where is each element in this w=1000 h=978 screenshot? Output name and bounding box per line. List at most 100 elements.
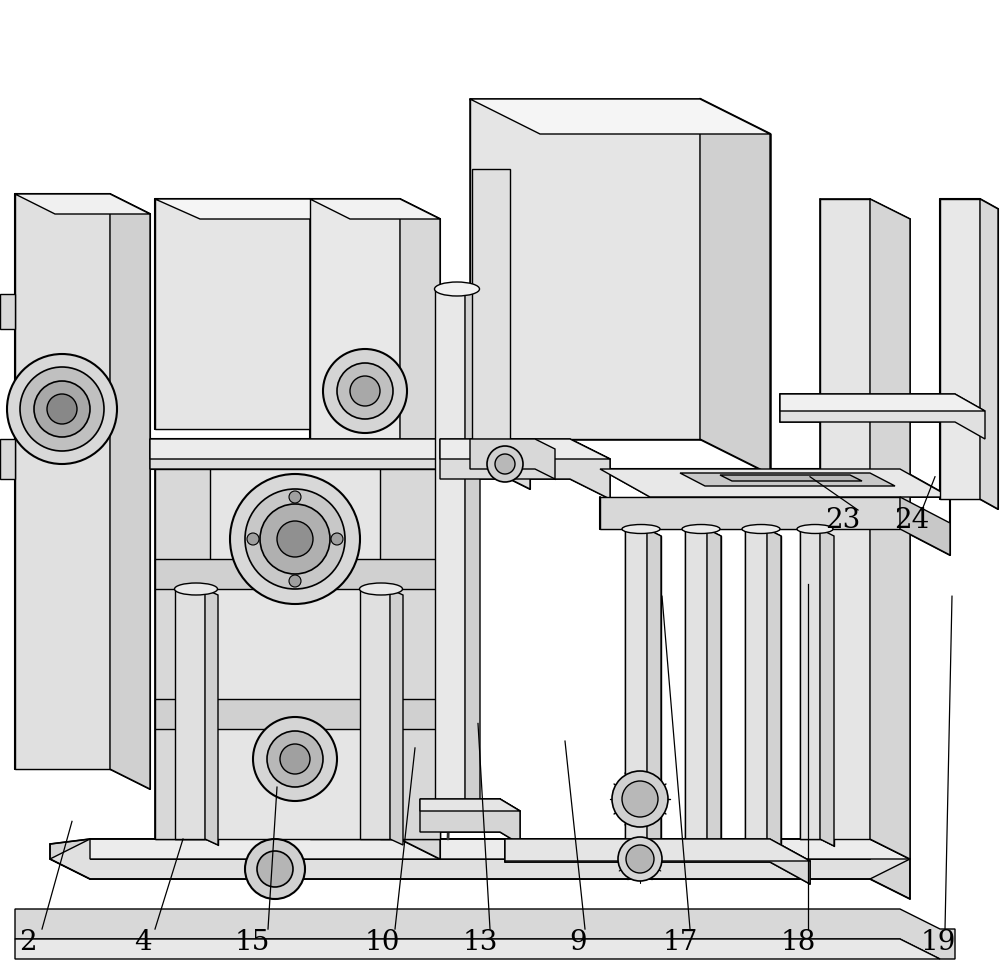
Circle shape <box>20 368 104 452</box>
Polygon shape <box>685 529 707 839</box>
Polygon shape <box>150 439 530 460</box>
Text: 17: 17 <box>662 928 698 956</box>
Polygon shape <box>15 195 110 770</box>
Circle shape <box>289 575 301 588</box>
Circle shape <box>280 744 310 775</box>
Polygon shape <box>600 498 900 529</box>
Circle shape <box>245 490 345 590</box>
Polygon shape <box>745 529 767 839</box>
Text: 4: 4 <box>134 928 152 956</box>
Polygon shape <box>310 200 355 450</box>
Polygon shape <box>50 839 910 899</box>
Polygon shape <box>465 289 480 827</box>
Polygon shape <box>400 200 440 859</box>
Text: 9: 9 <box>569 928 587 956</box>
Circle shape <box>337 364 393 420</box>
Polygon shape <box>505 839 810 861</box>
Circle shape <box>626 845 654 873</box>
Text: 10: 10 <box>364 928 400 956</box>
Polygon shape <box>440 439 610 500</box>
Polygon shape <box>390 590 403 845</box>
Polygon shape <box>0 294 15 330</box>
Polygon shape <box>155 469 440 839</box>
Polygon shape <box>940 200 980 500</box>
Polygon shape <box>310 200 440 220</box>
Circle shape <box>618 837 662 881</box>
Polygon shape <box>707 529 721 846</box>
Circle shape <box>7 355 117 465</box>
Polygon shape <box>720 475 862 481</box>
Circle shape <box>622 781 658 818</box>
Polygon shape <box>420 799 520 844</box>
Polygon shape <box>205 590 218 845</box>
Polygon shape <box>470 439 555 479</box>
Polygon shape <box>50 839 910 879</box>
Circle shape <box>331 533 343 546</box>
Polygon shape <box>15 939 940 959</box>
Circle shape <box>277 521 313 557</box>
Circle shape <box>260 505 330 574</box>
Polygon shape <box>647 529 661 846</box>
Polygon shape <box>155 559 440 590</box>
Polygon shape <box>15 910 955 959</box>
Ellipse shape <box>742 525 780 534</box>
Circle shape <box>612 772 668 827</box>
Ellipse shape <box>682 525 720 534</box>
Circle shape <box>245 839 305 899</box>
Polygon shape <box>800 529 820 839</box>
Circle shape <box>267 732 323 787</box>
Text: 19: 19 <box>920 928 956 956</box>
Text: 24: 24 <box>894 507 930 534</box>
Text: 18: 18 <box>780 928 816 956</box>
Polygon shape <box>360 590 390 839</box>
Polygon shape <box>380 469 440 839</box>
Polygon shape <box>505 839 810 884</box>
Polygon shape <box>310 200 400 839</box>
Polygon shape <box>820 529 834 846</box>
Circle shape <box>47 394 77 424</box>
Polygon shape <box>700 100 770 474</box>
Circle shape <box>257 851 293 887</box>
Ellipse shape <box>435 283 480 296</box>
Polygon shape <box>175 590 205 839</box>
Polygon shape <box>780 394 985 412</box>
Polygon shape <box>470 100 700 439</box>
Polygon shape <box>472 170 510 439</box>
Polygon shape <box>155 699 440 730</box>
Circle shape <box>289 492 301 504</box>
Circle shape <box>247 533 259 546</box>
Polygon shape <box>155 200 310 429</box>
Polygon shape <box>110 195 150 789</box>
Polygon shape <box>420 799 520 811</box>
Polygon shape <box>625 529 647 839</box>
Circle shape <box>34 381 90 437</box>
Polygon shape <box>900 498 950 556</box>
Polygon shape <box>780 394 985 439</box>
Text: 13: 13 <box>462 928 498 956</box>
Polygon shape <box>680 473 895 486</box>
Circle shape <box>495 455 515 474</box>
Text: 15: 15 <box>234 928 270 956</box>
Polygon shape <box>980 200 998 510</box>
Circle shape <box>487 447 523 482</box>
Ellipse shape <box>175 584 218 596</box>
Text: 23: 23 <box>825 507 861 534</box>
Text: 2: 2 <box>19 928 37 956</box>
Circle shape <box>253 717 337 801</box>
Circle shape <box>323 350 407 433</box>
Circle shape <box>350 377 380 407</box>
Polygon shape <box>600 469 950 498</box>
Polygon shape <box>15 195 150 215</box>
Polygon shape <box>0 439 15 479</box>
Polygon shape <box>470 100 770 135</box>
Polygon shape <box>440 439 610 460</box>
Ellipse shape <box>797 525 833 534</box>
Polygon shape <box>870 200 910 859</box>
Polygon shape <box>90 839 910 859</box>
Polygon shape <box>155 469 210 839</box>
Circle shape <box>230 474 360 604</box>
Polygon shape <box>767 529 781 846</box>
Polygon shape <box>820 200 870 839</box>
Polygon shape <box>155 200 355 220</box>
Ellipse shape <box>360 584 403 596</box>
